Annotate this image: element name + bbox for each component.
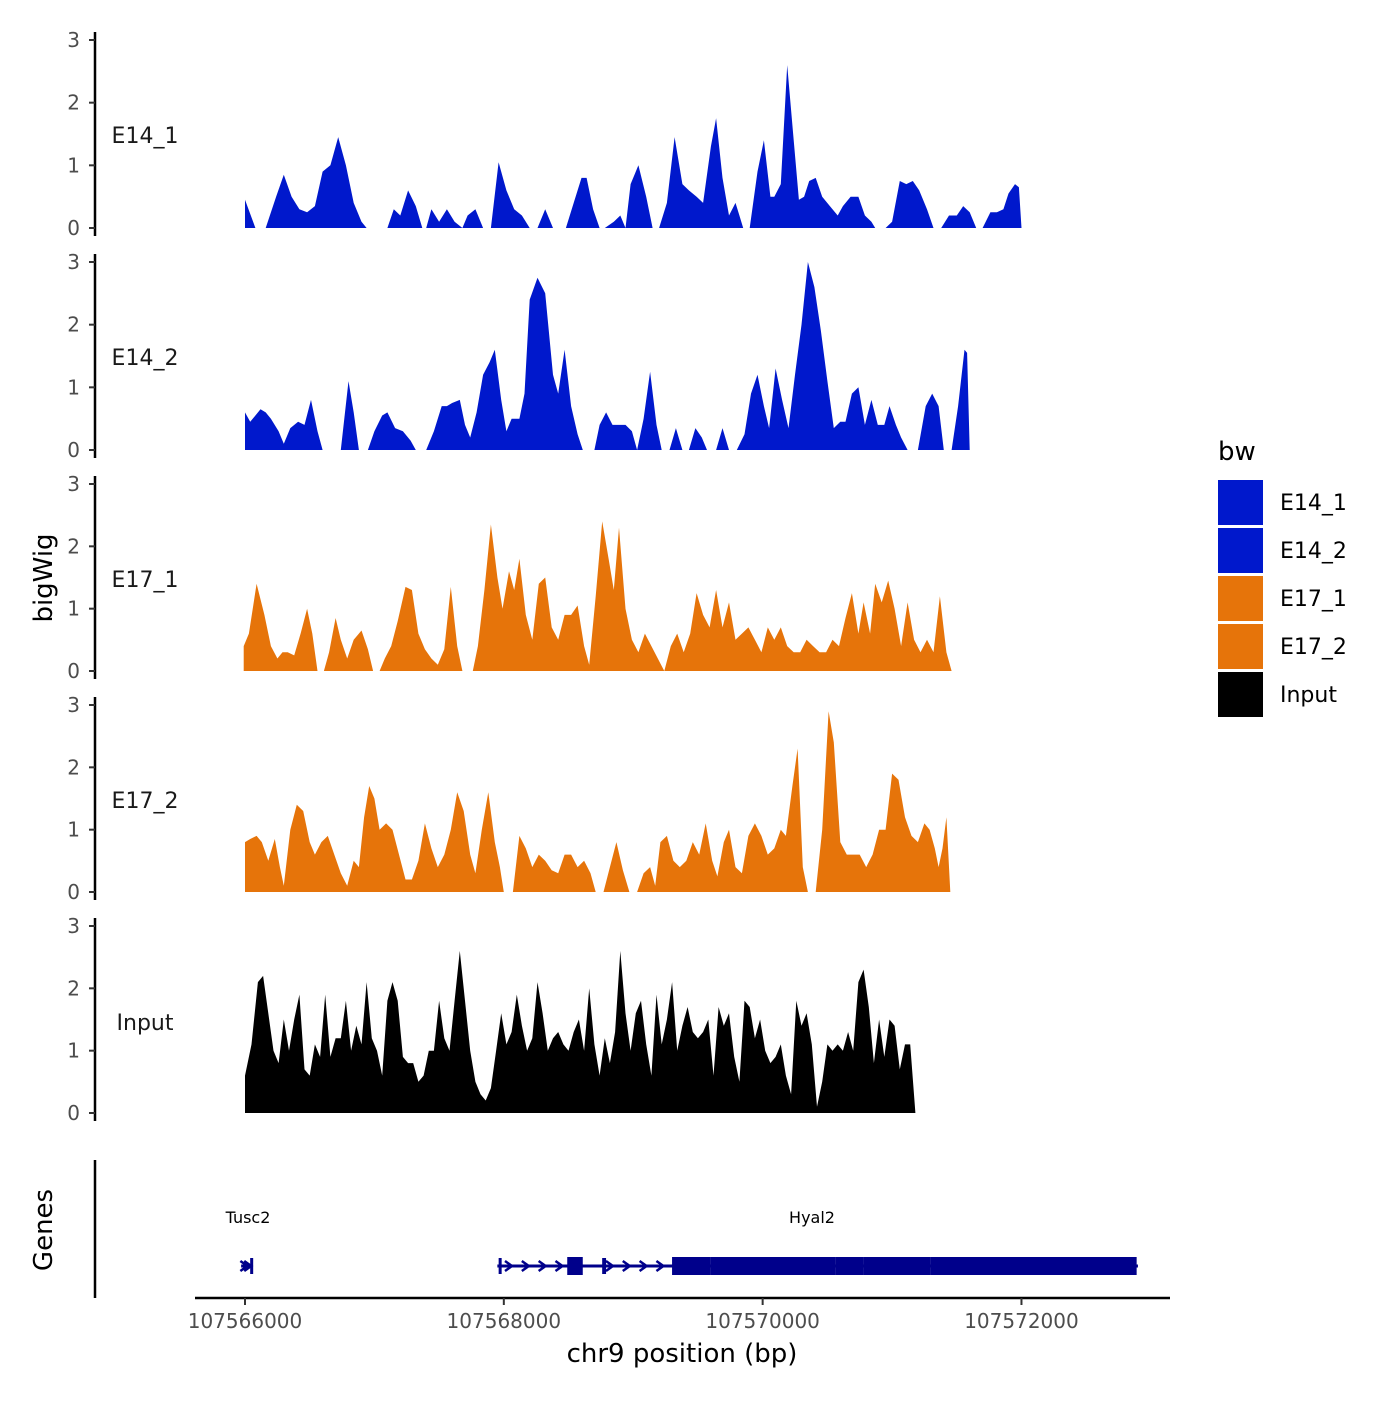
strand-arrow [521, 1259, 531, 1273]
gene-track: Tusc2 Hyal2 [93, 1160, 1138, 1298]
coverage-area-e14-2 [245, 262, 970, 450]
legend-swatch [1218, 480, 1263, 525]
coverage-area-e14-1 [245, 65, 1022, 228]
track-input: 0 1 2 3 Input [67, 914, 916, 1125]
strand-arrow [655, 1259, 666, 1273]
y-tick-label: 0 [67, 438, 80, 462]
gene-exon [672, 1257, 711, 1275]
y-tick-label: 2 [67, 976, 80, 1000]
legend-title: bw [1218, 437, 1256, 467]
legend-swatch [1218, 672, 1263, 717]
y-tick-label: 2 [67, 534, 80, 558]
y-axis-title: bigWig [29, 533, 59, 622]
y-tick-label: 1 [67, 1039, 80, 1063]
gene-exon [498, 1258, 502, 1274]
genes-axis-title: Genes [29, 1189, 59, 1271]
y-tick-label: 0 [67, 880, 80, 904]
x-axis: 107566000 107568000 107570000 107572000 [188, 1296, 1170, 1333]
gene-name-label: Hyal2 [789, 1208, 835, 1227]
gene-exon [835, 1257, 864, 1275]
y-tick-label: 1 [67, 818, 80, 842]
track-label: E17_1 [112, 568, 179, 593]
strand-arrow [605, 1259, 616, 1273]
y-tick-label: 3 [67, 250, 80, 274]
track-e14-2: 0 1 2 3 E14_2 [67, 250, 970, 462]
strand-arrow [504, 1259, 515, 1273]
gene-hyal2: Hyal2 [497, 1208, 1138, 1275]
legend-label: E17_2 [1280, 635, 1347, 660]
y-tick-label: 2 [67, 313, 80, 337]
strand-arrow [554, 1259, 565, 1273]
y-tick-label: 0 [67, 659, 80, 683]
y-tick-label: 2 [67, 755, 80, 779]
legend-swatch [1218, 624, 1263, 669]
x-tick-label: 107570000 [705, 1309, 820, 1333]
track-e17-2: 0 1 2 3 E17_2 [67, 693, 951, 904]
legend-swatch [1218, 576, 1263, 621]
y-tick-label: 0 [67, 216, 80, 240]
y-tick-label: 3 [67, 472, 80, 496]
legend-label: E14_1 [1280, 491, 1347, 516]
legend-label: E17_1 [1280, 587, 1347, 612]
gene-exon [602, 1258, 607, 1274]
coverage-area-e17-2 [245, 711, 951, 892]
strand-arrow [243, 1259, 254, 1273]
y-tick-label: 0 [67, 1101, 80, 1125]
y-tick-label: 1 [67, 375, 80, 399]
track-label: Input [117, 1011, 174, 1036]
gene-exon [567, 1257, 583, 1275]
coverage-area-input [245, 950, 916, 1113]
strand-arrow [622, 1259, 632, 1273]
x-tick-label: 107568000 [447, 1309, 562, 1333]
tracks: 0 1 2 3 E14_1 0 1 2 3 E14_2 0 1 2 3 E17_1 0 1 2 3 E17_2 0 1 2 3… [67, 28, 1022, 1125]
track-e17-1: 0 1 2 3 E17_1 [67, 472, 952, 683]
legend-label: Input [1280, 683, 1337, 708]
legend-label: E14_2 [1280, 539, 1347, 564]
x-tick-label: 107566000 [188, 1309, 303, 1333]
track-label: E14_1 [112, 124, 179, 149]
strand-arrow [239, 1259, 250, 1273]
y-tick-label: 2 [67, 91, 80, 115]
gene-exon [863, 1257, 931, 1275]
gene-tusc2: Tusc2 [225, 1208, 271, 1274]
strand-arrow [537, 1259, 548, 1273]
y-tick-label: 3 [67, 28, 80, 52]
y-tick-label: 3 [67, 693, 80, 717]
coverage-area-e17-1 [243, 521, 952, 671]
track-label: E17_2 [112, 789, 179, 814]
gene-exon [930, 1257, 1137, 1275]
y-tick-label: 1 [67, 153, 80, 177]
legend-swatch [1218, 528, 1263, 573]
y-tick-label: 3 [67, 914, 80, 938]
y-tick-label: 1 [67, 597, 80, 621]
x-axis-title: chr9 position (bp) [567, 1339, 798, 1369]
legend: bw E14_1 E14_2 E17_1 E17_2 Input [1218, 437, 1347, 717]
gene-name-label: Tusc2 [225, 1208, 271, 1227]
x-tick-label: 107572000 [964, 1309, 1079, 1333]
strand-arrow [571, 1259, 582, 1273]
gene-exon [710, 1257, 836, 1275]
track-label: E14_2 [112, 346, 179, 371]
track-e14-1: 0 1 2 3 E14_1 [67, 28, 1022, 240]
strand-arrow [638, 1259, 649, 1273]
